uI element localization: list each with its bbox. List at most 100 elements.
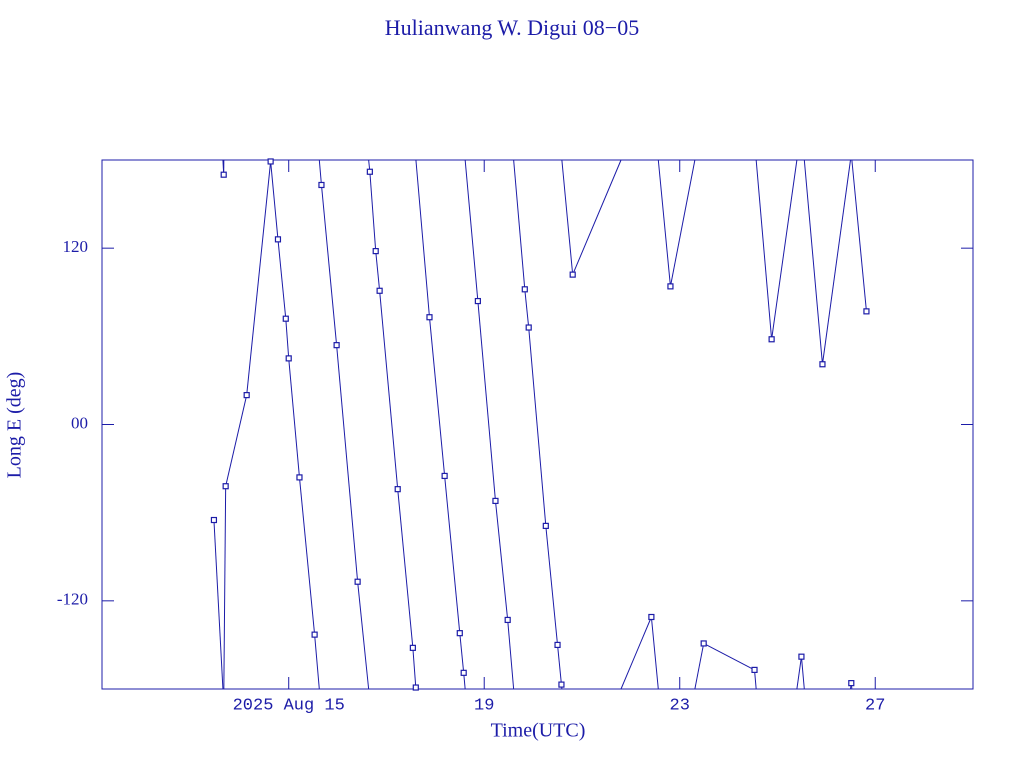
point-marker — [296, 474, 303, 481]
point-marker — [426, 314, 433, 321]
point-marker — [282, 315, 289, 322]
x-tick-label: 27 — [865, 696, 885, 715]
point-marker — [274, 236, 282, 243]
point-marker — [243, 392, 250, 399]
point-marker — [554, 641, 561, 649]
y-tick-label: -120 — [57, 590, 88, 609]
line-segment — [459, 633, 465, 673]
line-segment — [755, 159, 773, 340]
line-segment — [246, 161, 272, 396]
point-marker — [318, 181, 325, 189]
line-segment — [528, 327, 547, 526]
point-marker — [751, 666, 758, 673]
y-tick-label: 00 — [71, 413, 88, 432]
line-segment — [270, 161, 279, 240]
line-segment — [412, 647, 417, 688]
line-segment — [524, 289, 530, 328]
line-segment — [285, 318, 290, 359]
point-marker — [768, 336, 775, 343]
line-segment — [557, 644, 562, 685]
point-marker — [441, 472, 448, 480]
point-marker — [648, 613, 655, 621]
line-segment — [464, 159, 479, 302]
line-segment — [357, 581, 370, 690]
y-axis-label: Long E (deg) — [4, 372, 26, 479]
point-marker — [366, 168, 373, 175]
line-segment — [494, 500, 509, 620]
line-segment — [620, 616, 652, 690]
line-segment — [318, 159, 322, 186]
line-segment — [507, 619, 515, 690]
y-tick-label: 120 — [63, 237, 89, 256]
point-marker — [525, 324, 532, 331]
point-marker — [542, 522, 549, 529]
point-marker — [848, 680, 855, 687]
line-segment — [572, 159, 622, 275]
point-marker — [372, 248, 379, 255]
point-marker — [819, 361, 826, 368]
point-marker — [412, 684, 419, 691]
line-segment — [223, 486, 227, 690]
line-segment — [561, 159, 574, 275]
point-marker — [700, 640, 707, 647]
point-marker — [267, 158, 274, 165]
line-segment — [225, 394, 248, 487]
point-marker — [460, 669, 467, 676]
line-segment — [703, 643, 755, 671]
line-segment — [800, 656, 805, 690]
point-marker — [409, 644, 416, 651]
point-marker — [521, 286, 528, 293]
line-segment — [320, 184, 338, 346]
line-segment — [754, 669, 757, 690]
line-segment — [277, 239, 287, 319]
point-marker — [333, 342, 340, 349]
x-tick-label: 23 — [670, 696, 690, 715]
line-segment — [803, 159, 823, 365]
line-segment — [336, 345, 359, 582]
line-segment — [397, 489, 414, 648]
point-marker — [394, 486, 401, 493]
line-segment — [513, 159, 526, 290]
line-segment — [375, 251, 381, 291]
point-marker — [311, 631, 318, 638]
line-segment — [477, 301, 496, 501]
point-marker — [210, 516, 218, 524]
point-marker — [456, 630, 463, 637]
line-segment — [298, 477, 316, 635]
line-segment — [444, 475, 461, 634]
point-marker — [285, 355, 292, 362]
line-segment — [428, 317, 446, 476]
point-marker — [474, 297, 481, 305]
line-segment — [369, 171, 377, 252]
line-segment — [213, 519, 224, 690]
line-segment — [796, 656, 802, 690]
point-marker — [492, 497, 499, 505]
point-marker — [504, 616, 511, 624]
line-segment — [657, 159, 671, 287]
line-segment — [771, 159, 798, 340]
point-marker — [667, 283, 674, 290]
x-axis-label: Time(UTC) — [491, 720, 586, 742]
point-marker — [354, 578, 361, 585]
point-marker — [798, 653, 805, 660]
line-segment — [545, 525, 559, 645]
line-segment — [650, 616, 659, 690]
line-segment — [694, 643, 705, 690]
line-segment — [288, 358, 300, 478]
line-segment — [379, 290, 399, 490]
chart-title: Hulianwang W. Digui 08−05 — [385, 15, 639, 40]
x-tick-label: 19 — [474, 696, 494, 715]
point-marker — [558, 681, 565, 688]
point-marker — [376, 287, 383, 294]
point-marker — [220, 171, 227, 178]
point-marker — [222, 483, 229, 490]
point-marker — [569, 271, 576, 278]
line-segment — [851, 159, 867, 312]
point-marker — [863, 308, 870, 315]
line-segment — [821, 159, 851, 365]
line-segment — [415, 159, 430, 318]
line-segment — [314, 634, 320, 690]
line-segment — [669, 159, 696, 287]
